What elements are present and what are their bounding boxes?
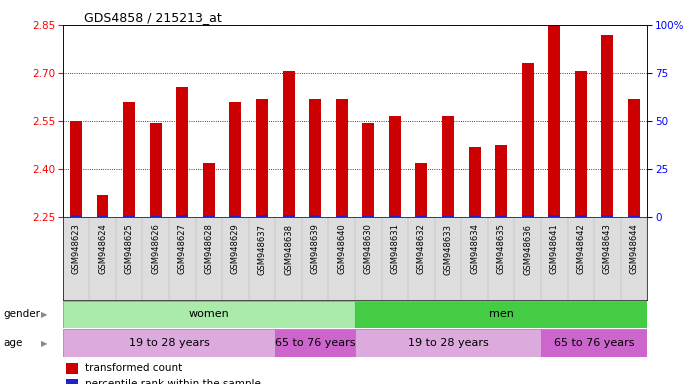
Text: 19 to 28 years: 19 to 28 years xyxy=(408,338,489,348)
Text: 19 to 28 years: 19 to 28 years xyxy=(129,338,209,348)
Text: GSM948637: GSM948637 xyxy=(258,223,267,275)
Bar xyxy=(495,145,507,217)
Text: GSM948627: GSM948627 xyxy=(177,223,187,275)
Text: transformed count: transformed count xyxy=(85,363,182,373)
Bar xyxy=(309,99,321,217)
Bar xyxy=(97,216,109,217)
Bar xyxy=(389,215,401,217)
Text: ▶: ▶ xyxy=(41,310,47,319)
Bar xyxy=(65,363,79,374)
Text: GSM948641: GSM948641 xyxy=(550,223,559,274)
Bar xyxy=(335,215,348,217)
Text: GDS4858 / 215213_at: GDS4858 / 215213_at xyxy=(84,12,221,25)
Bar xyxy=(628,215,640,217)
Text: men: men xyxy=(489,310,514,319)
Text: GSM948636: GSM948636 xyxy=(523,223,532,275)
Text: GSM948628: GSM948628 xyxy=(205,223,213,275)
Text: GSM948625: GSM948625 xyxy=(125,223,134,274)
Text: GSM948630: GSM948630 xyxy=(364,223,373,275)
Bar xyxy=(65,379,79,384)
Bar xyxy=(150,122,161,217)
Bar xyxy=(123,216,135,217)
Bar xyxy=(230,216,242,217)
Bar xyxy=(601,35,613,217)
Bar xyxy=(442,116,454,217)
Bar xyxy=(575,215,587,217)
Text: gender: gender xyxy=(3,310,40,319)
Bar xyxy=(335,99,348,217)
Bar xyxy=(150,216,161,217)
Bar xyxy=(389,116,401,217)
Text: GSM948629: GSM948629 xyxy=(231,223,240,274)
Text: GSM948639: GSM948639 xyxy=(310,223,319,275)
Bar xyxy=(123,102,135,217)
Text: GSM948643: GSM948643 xyxy=(603,223,612,275)
Bar xyxy=(575,71,587,217)
Bar xyxy=(256,215,268,217)
Text: age: age xyxy=(3,338,23,348)
Bar xyxy=(355,301,647,328)
Text: GSM948633: GSM948633 xyxy=(443,223,452,275)
Text: GSM948624: GSM948624 xyxy=(98,223,107,274)
Bar xyxy=(97,195,109,217)
Bar xyxy=(416,162,427,217)
Text: 65 to 76 years: 65 to 76 years xyxy=(554,338,634,348)
Text: GSM948631: GSM948631 xyxy=(390,223,400,275)
Bar xyxy=(601,215,613,217)
Text: GSM948634: GSM948634 xyxy=(470,223,479,275)
Bar xyxy=(176,88,188,217)
Text: GSM948632: GSM948632 xyxy=(417,223,426,275)
Text: 65 to 76 years: 65 to 76 years xyxy=(275,338,356,348)
Bar xyxy=(275,329,355,357)
Text: percentile rank within the sample: percentile rank within the sample xyxy=(85,379,261,384)
Bar xyxy=(203,162,215,217)
Bar xyxy=(522,215,534,217)
Text: GSM948644: GSM948644 xyxy=(629,223,638,274)
Bar xyxy=(522,63,534,217)
Bar xyxy=(63,301,355,328)
Bar xyxy=(628,99,640,217)
Text: women: women xyxy=(189,310,229,319)
Bar xyxy=(309,215,321,217)
Bar xyxy=(256,99,268,217)
Bar xyxy=(230,102,242,217)
Bar xyxy=(363,216,374,217)
Bar xyxy=(468,147,480,217)
Text: GSM948623: GSM948623 xyxy=(72,223,81,275)
Bar xyxy=(541,329,647,357)
Bar xyxy=(355,329,541,357)
Bar xyxy=(70,215,82,217)
Bar xyxy=(442,215,454,217)
Bar xyxy=(495,216,507,217)
Bar xyxy=(548,215,560,217)
Text: GSM948626: GSM948626 xyxy=(151,223,160,275)
Bar xyxy=(468,216,480,217)
Text: GSM948640: GSM948640 xyxy=(337,223,346,274)
Bar xyxy=(283,215,294,217)
Bar xyxy=(416,216,427,217)
Text: ▶: ▶ xyxy=(41,339,47,348)
Bar xyxy=(176,215,188,217)
Text: GSM948635: GSM948635 xyxy=(497,223,505,275)
Bar xyxy=(548,18,560,217)
Bar xyxy=(283,71,294,217)
Bar xyxy=(70,121,82,217)
Bar xyxy=(63,329,275,357)
Bar xyxy=(363,122,374,217)
Text: GSM948642: GSM948642 xyxy=(576,223,585,274)
Text: GSM948638: GSM948638 xyxy=(284,223,293,275)
